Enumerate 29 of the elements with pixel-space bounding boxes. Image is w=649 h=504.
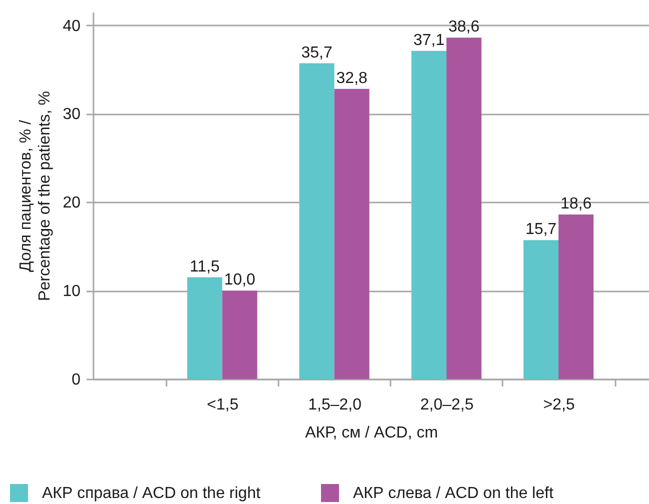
bar xyxy=(411,50,446,379)
y-tick-label: 40 xyxy=(62,18,81,35)
x-tick-label: 1,5–2,0 xyxy=(308,396,362,414)
data-label: 32,8 xyxy=(336,70,368,87)
legend-label: АКР справа / ACD on the right xyxy=(42,485,261,502)
data-label: 35,7 xyxy=(301,44,332,62)
data-label: 10,0 xyxy=(224,272,256,289)
bar xyxy=(299,63,334,379)
bar xyxy=(187,277,222,379)
data-label: 38,6 xyxy=(448,18,480,36)
x-tick-label: <1,5 xyxy=(206,396,239,414)
y-tick-label: 10 xyxy=(62,283,81,300)
y-tick-label: 0 xyxy=(72,372,81,388)
bar xyxy=(523,240,559,379)
x-tick-label: >2,5 xyxy=(543,396,575,414)
bar xyxy=(334,88,370,379)
data-label: 37,1 xyxy=(413,32,445,49)
data-label: 11,5 xyxy=(190,258,220,276)
y-tick-label: 20 xyxy=(62,194,81,212)
y-axis-title: Доля пациентов, % / Percentage of the patients, % xyxy=(18,91,54,301)
legend-label: АКР слева / ACD on the left xyxy=(353,485,554,502)
y-tick-label: 30 xyxy=(62,106,81,124)
bar xyxy=(446,38,482,379)
data-label: 18,6 xyxy=(560,196,592,213)
x-axis-title: АКР, см / ACD, cm xyxy=(305,424,438,442)
bar xyxy=(558,214,594,379)
x-tick-label: 2,0–2,5 xyxy=(420,396,474,414)
data-label: 15,7 xyxy=(525,221,557,238)
bar xyxy=(222,290,258,379)
